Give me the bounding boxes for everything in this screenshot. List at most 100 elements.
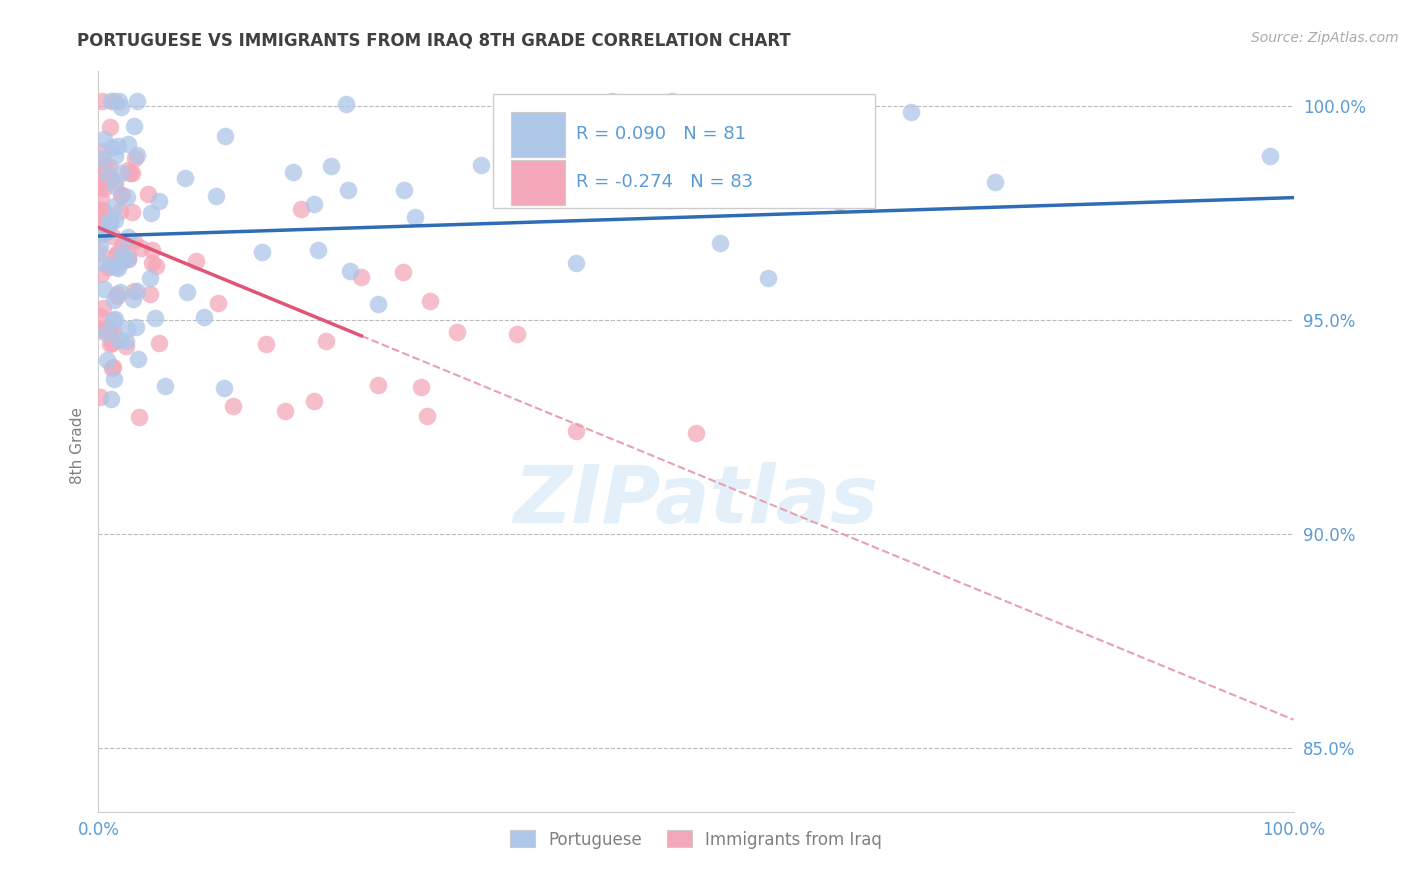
Point bbox=[97, 215, 120, 229]
Text: 8th Grade: 8th Grade bbox=[70, 408, 84, 484]
Point bbox=[104, 179, 127, 194]
Point bbox=[565, 256, 588, 270]
Point bbox=[93, 160, 115, 174]
Point bbox=[709, 236, 731, 251]
Point bbox=[117, 162, 139, 177]
Point bbox=[392, 183, 415, 197]
Point bbox=[89, 202, 111, 217]
FancyBboxPatch shape bbox=[510, 161, 565, 204]
Point bbox=[115, 321, 138, 335]
Point bbox=[661, 95, 683, 109]
Point bbox=[101, 140, 124, 154]
Point bbox=[89, 179, 111, 194]
Point bbox=[96, 324, 118, 338]
Point bbox=[411, 380, 433, 394]
Point bbox=[139, 287, 162, 301]
Point bbox=[122, 292, 145, 306]
Point bbox=[96, 321, 118, 335]
Point bbox=[103, 372, 125, 386]
Point bbox=[367, 378, 389, 392]
Point bbox=[184, 254, 207, 268]
Point bbox=[307, 243, 329, 257]
Point bbox=[89, 239, 111, 253]
Point bbox=[139, 206, 162, 220]
Point bbox=[98, 337, 121, 351]
Point bbox=[315, 334, 337, 348]
Point bbox=[90, 204, 112, 219]
Point bbox=[91, 211, 114, 226]
Point bbox=[155, 379, 177, 393]
Point bbox=[108, 204, 131, 219]
Point bbox=[104, 248, 127, 262]
Point bbox=[89, 309, 111, 323]
Point bbox=[143, 310, 166, 325]
Point bbox=[100, 95, 122, 109]
Point bbox=[685, 426, 707, 441]
Text: Source: ZipAtlas.com: Source: ZipAtlas.com bbox=[1251, 31, 1399, 45]
Point bbox=[105, 256, 128, 270]
Point bbox=[565, 424, 588, 438]
Point bbox=[118, 165, 141, 179]
Point bbox=[416, 409, 439, 423]
Point bbox=[91, 145, 114, 159]
Point bbox=[117, 249, 139, 263]
Point bbox=[104, 174, 127, 188]
Point bbox=[117, 252, 139, 267]
Point bbox=[98, 120, 121, 134]
Point bbox=[98, 216, 121, 230]
Point bbox=[89, 161, 111, 175]
Point bbox=[111, 246, 134, 260]
Point bbox=[404, 210, 426, 224]
Point bbox=[302, 197, 325, 211]
Point bbox=[98, 260, 121, 275]
Point bbox=[96, 326, 118, 341]
Point bbox=[90, 95, 112, 109]
Point bbox=[90, 255, 112, 269]
Point bbox=[141, 243, 163, 257]
Point bbox=[105, 289, 128, 303]
Point bbox=[117, 230, 139, 244]
Point bbox=[110, 285, 132, 299]
Point bbox=[93, 132, 115, 146]
Point bbox=[105, 286, 128, 301]
Point bbox=[339, 263, 361, 277]
Point bbox=[392, 265, 415, 279]
Point bbox=[756, 271, 779, 285]
Point bbox=[117, 137, 139, 152]
Point bbox=[176, 285, 198, 299]
Point bbox=[104, 260, 127, 274]
Point bbox=[222, 400, 245, 414]
Point bbox=[139, 271, 162, 285]
Point bbox=[91, 202, 114, 217]
Point bbox=[111, 254, 134, 268]
Point bbox=[110, 166, 132, 180]
Point bbox=[127, 148, 149, 162]
Point bbox=[470, 158, 492, 172]
Text: R = -0.274   N = 83: R = -0.274 N = 83 bbox=[576, 173, 754, 192]
Point bbox=[108, 95, 131, 109]
Point bbox=[1258, 148, 1281, 162]
Point bbox=[828, 195, 851, 210]
FancyBboxPatch shape bbox=[510, 112, 565, 156]
Point bbox=[290, 202, 312, 216]
Point bbox=[90, 218, 112, 232]
Point bbox=[89, 390, 111, 404]
Point bbox=[350, 270, 373, 285]
Point bbox=[115, 334, 138, 348]
Point bbox=[93, 181, 115, 195]
Point bbox=[104, 149, 127, 163]
Point bbox=[107, 261, 129, 276]
Point bbox=[136, 187, 159, 202]
Point bbox=[97, 159, 120, 173]
Point bbox=[274, 403, 297, 417]
Point bbox=[124, 234, 146, 248]
Point bbox=[367, 297, 389, 311]
Point bbox=[107, 334, 129, 348]
Point bbox=[110, 188, 132, 202]
Point bbox=[100, 392, 122, 407]
Point bbox=[90, 192, 112, 206]
Point bbox=[121, 204, 143, 219]
Point bbox=[115, 189, 138, 203]
Point bbox=[148, 335, 170, 350]
Point bbox=[98, 172, 121, 186]
